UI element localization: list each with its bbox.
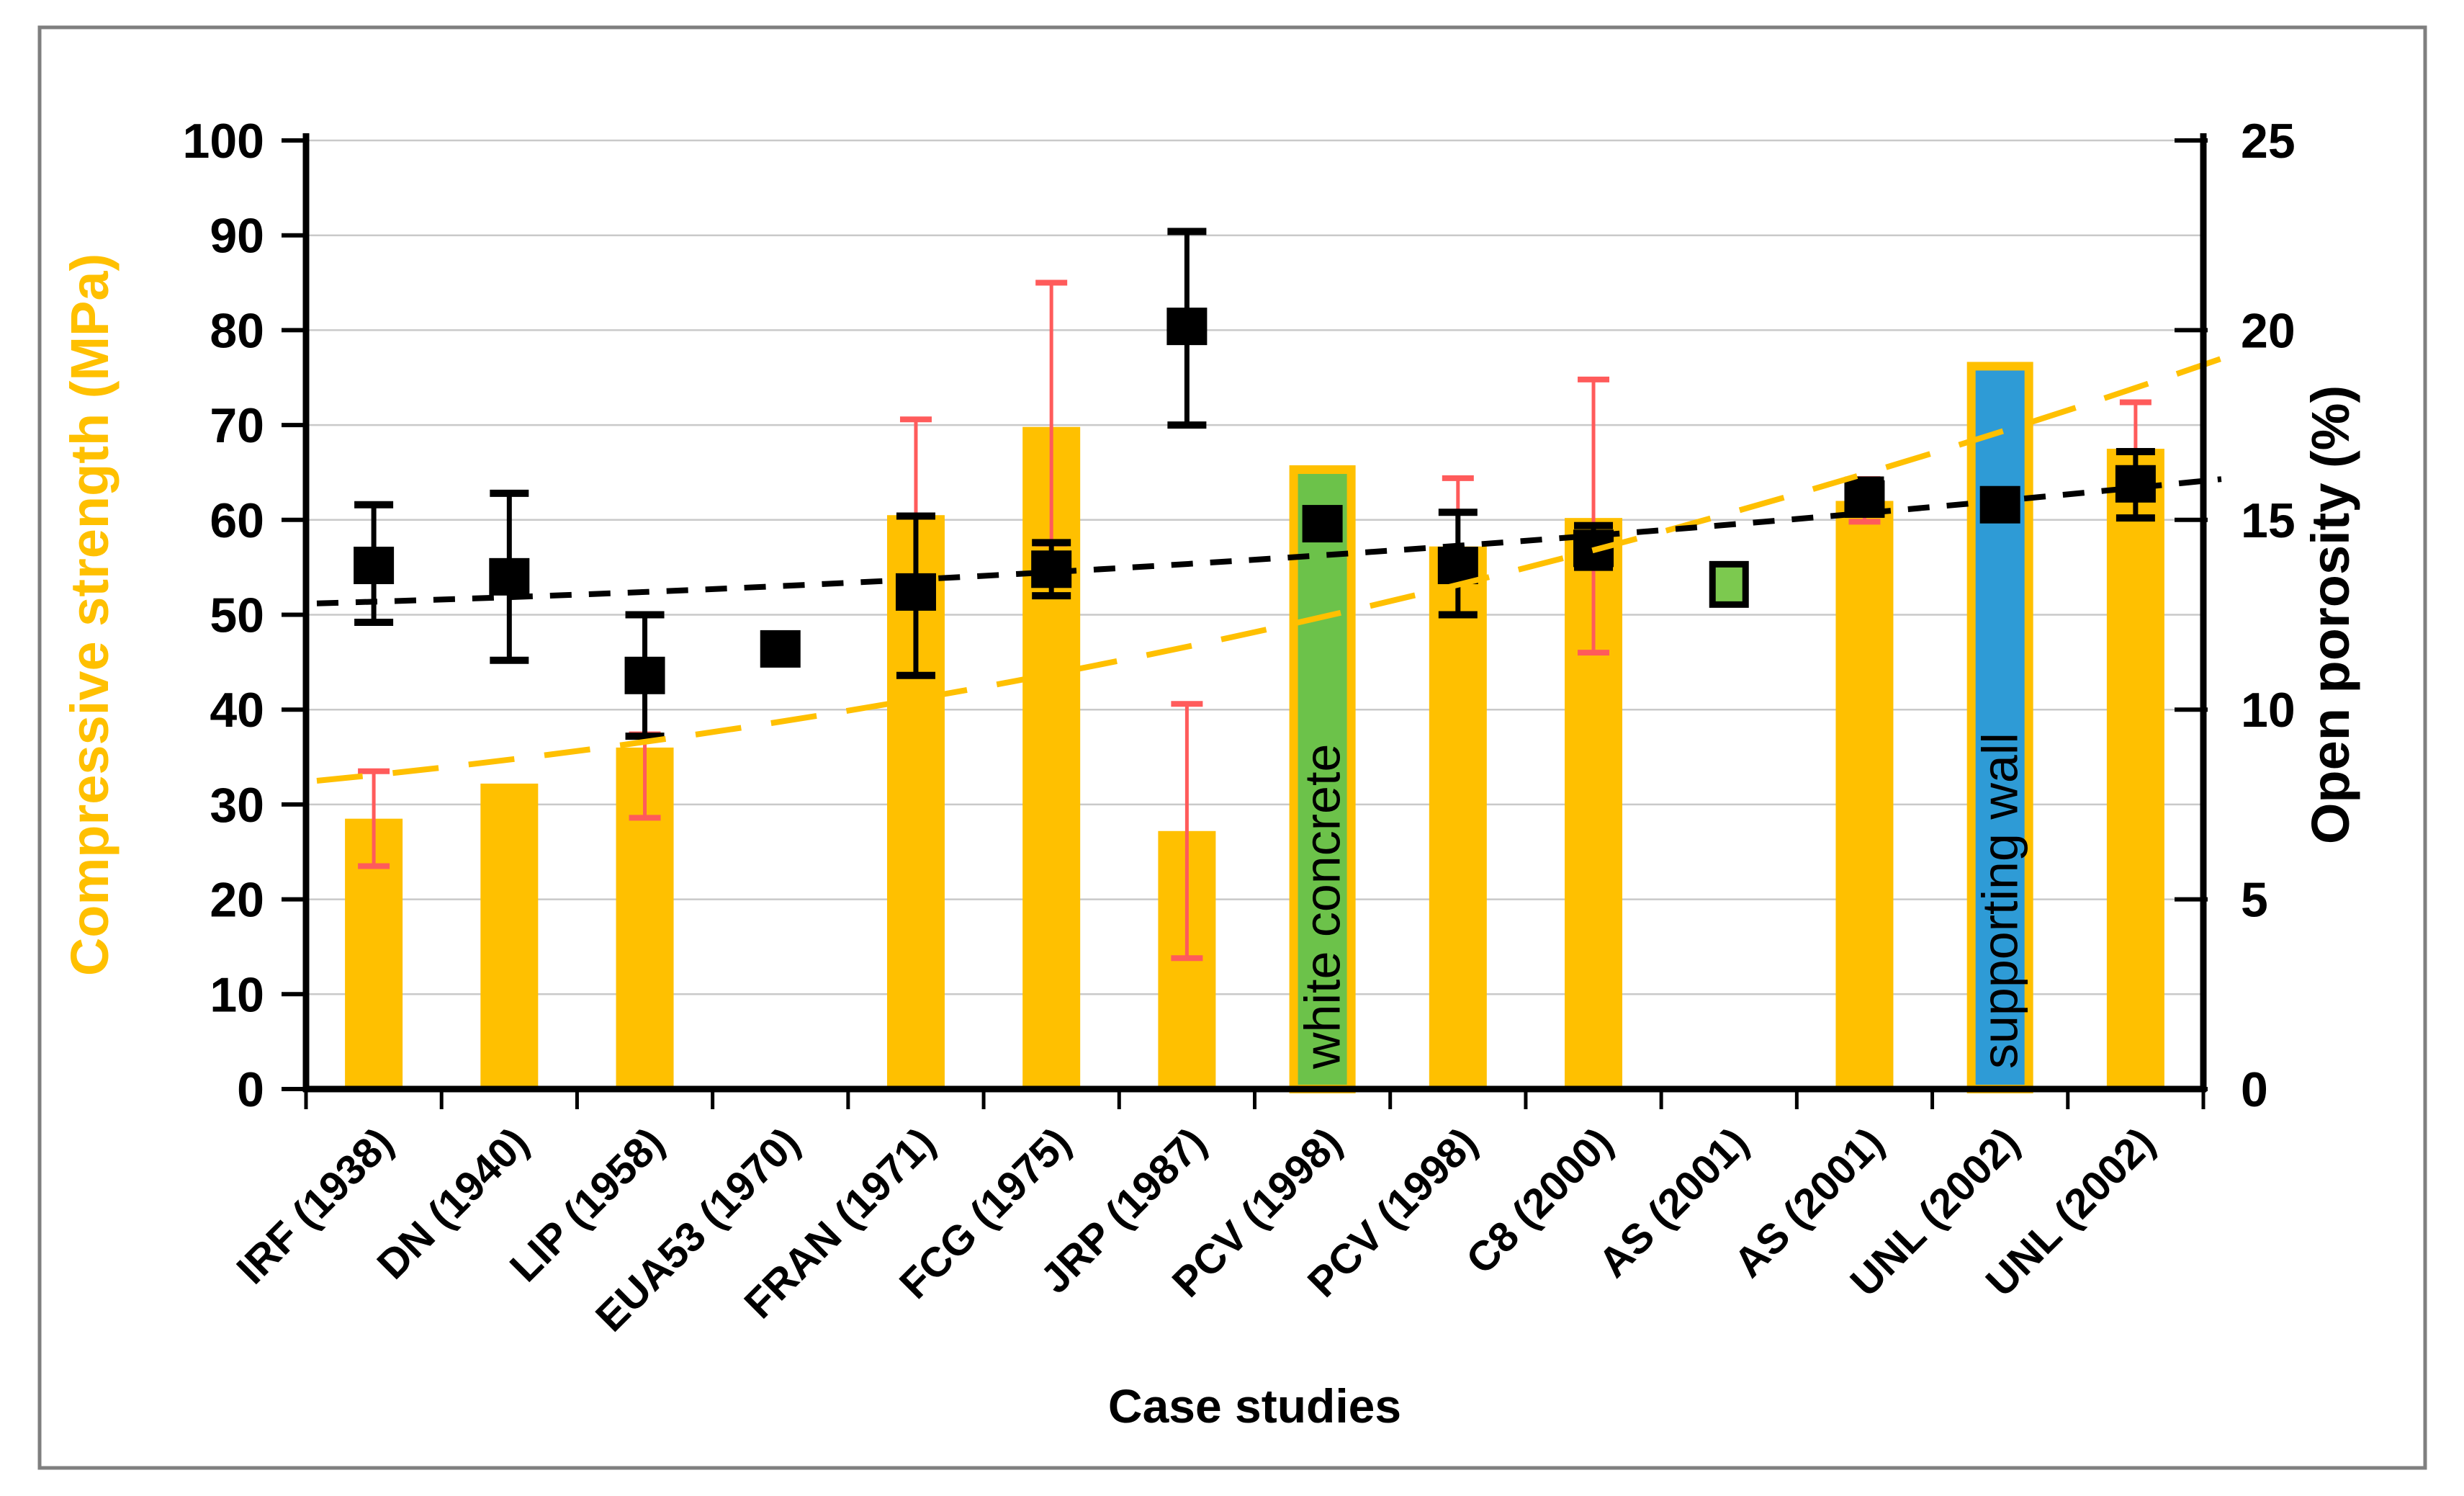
porosity-marker-irf-1938-0 [354,547,395,585]
porosity-marker-pcv-1998-7 [1302,505,1343,543]
right-axis-tick-label: 15 [2241,493,2296,548]
porosity-marker-jrp-1987-6 [1166,308,1208,346]
left-axis-tick-label: 90 [210,209,264,264]
porosity-trendline [316,476,2222,606]
tick-labels-group: 0 10 20 30 40 50 60 70 80 90 100 0 5 10 15 20 25 [183,114,2296,1117]
left-axis-tick-label: 50 [210,588,264,643]
left-axis-tick-label: 70 [210,398,264,453]
bar-unl-2002-13 [2106,449,2164,1089]
bars-group [345,362,2164,1094]
bar-as-2001-11 [1835,501,1894,1089]
left-axis-tick-label: 0 [237,1062,264,1117]
right-axis-tick-label: 10 [2241,683,2296,738]
right-axis-tick-label: 25 [2241,114,2296,169]
bar-annotation-supporting-wall: supporting wall [1972,733,2028,1069]
category-labels-group: IRF (1938)DN (1940)LIP (1958)EUA53 (1970… [228,1119,2164,1340]
right-axis-title: Open porosity (%) [2301,385,2360,844]
bar-error-6 [1171,701,1203,962]
left-axis-tick-label: 100 [183,114,264,169]
figure-frame [37,25,2427,1470]
left-axis-title: Compressive strength (MPa) [60,254,120,976]
bar-dn-1940-1 [480,783,539,1089]
bar-error-9 [1578,376,1610,656]
left-axis-tick-label: 40 [210,683,264,738]
left-axis-tick-label: 10 [210,967,264,1022]
left-axis-tick-label: 60 [210,493,264,548]
left-axis-tick-label: 80 [210,303,264,358]
porosity-marker-pcv-1998-8 [1437,547,1478,585]
left-axis-tick-label: 20 [210,873,264,928]
gridlines-group [306,139,2203,995]
porosity-marker-dn-1940-1 [489,557,530,596]
bar-annotation-white-concrete: white concrete [1295,744,1351,1070]
porosity-marker-green-10 [1709,560,1749,608]
bar-error-0 [358,768,390,869]
strength-trendline [316,356,2223,784]
right-axis-tick-label: 20 [2241,303,2296,358]
right-axis-tick-label: 0 [2241,1062,2268,1117]
right-axis-tick-label: 5 [2241,873,2268,928]
axes-group [282,133,2208,1109]
x-category-label-irf-1938-0: IRF (1938) [228,1119,402,1293]
x-axis-title: Case studies [1108,1379,1401,1433]
left-axis-tick-label: 30 [210,778,264,833]
porosity-marker-lip-1958-2 [624,656,665,694]
bar-pcv-1998-8 [1429,546,1487,1089]
porosity-marker-eua53-1970-3 [760,630,801,668]
